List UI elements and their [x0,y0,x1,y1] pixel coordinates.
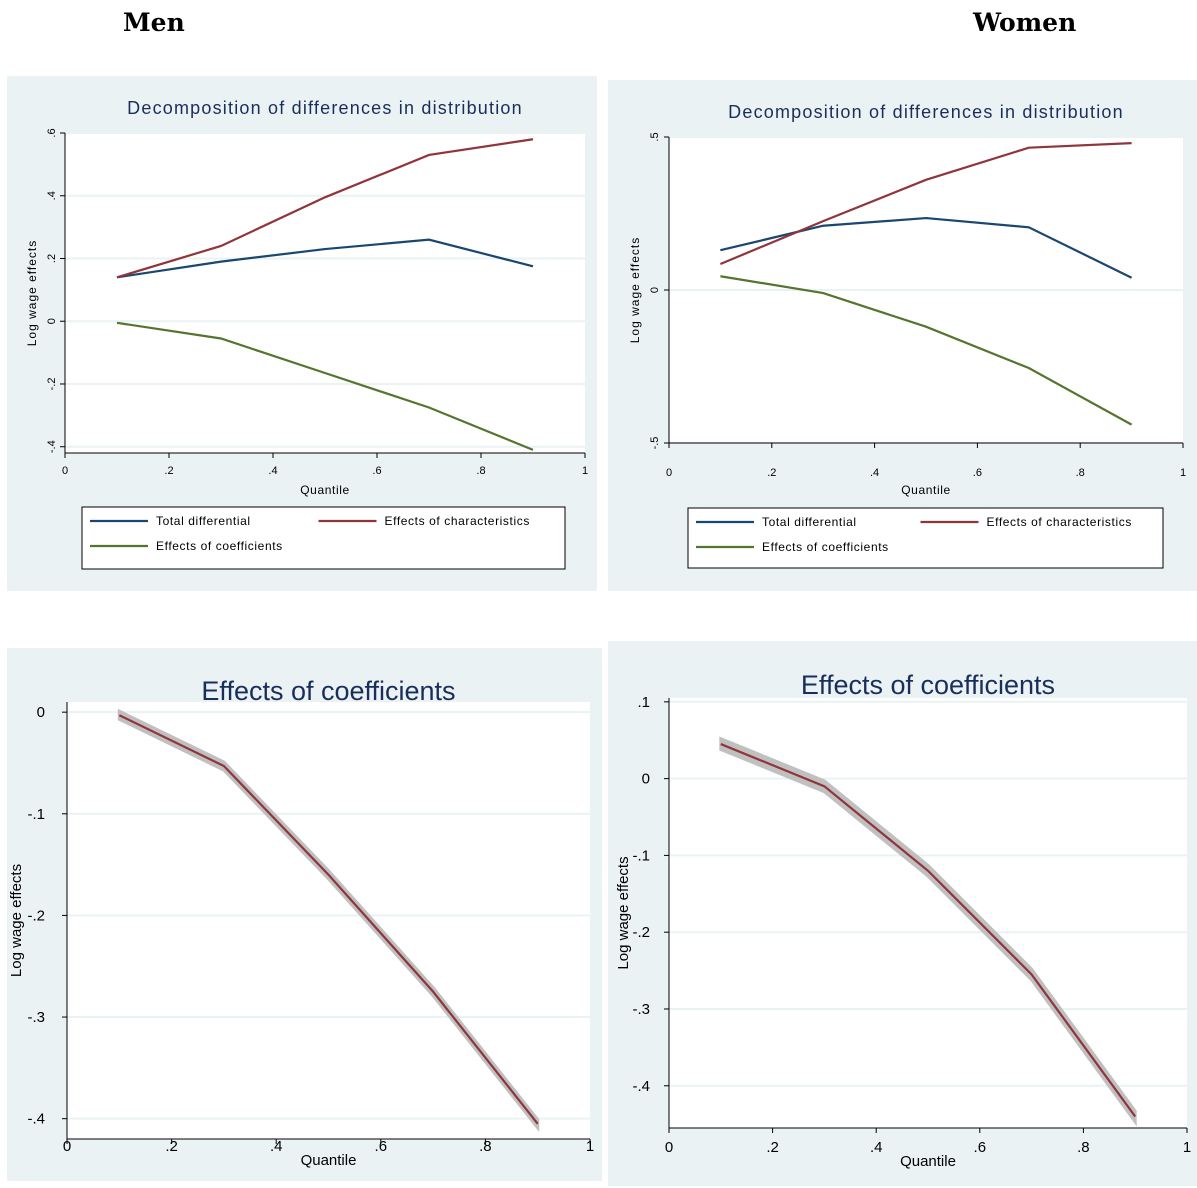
x-tick-label: .4 [870,1139,883,1156]
y-tick-label: -.2 [46,378,58,391]
legend-box [81,506,566,570]
y-tick-label: -.2 [632,924,650,941]
x-tick-label: .6 [974,1139,987,1156]
plot-area [65,133,585,453]
y-tick-label: .4 [46,191,58,200]
x-tick-label: 0 [665,1139,673,1156]
x-tick-label: .8 [1076,467,1085,479]
y-tick-label: -.3 [632,1001,650,1018]
y-tick-label: -.1 [27,806,45,823]
confidence-band [117,708,540,1133]
x-tick-label: .6 [372,465,381,477]
x-tick-label: 0 [62,465,68,477]
x-tick-label: 1 [1180,467,1186,479]
y-tick-label: -.4 [632,1078,650,1095]
legend-label: Total differential [156,514,251,528]
series-line [116,138,534,279]
y-tick-label: 0 [642,771,650,788]
y-tick-label: .1 [637,694,650,711]
series-line [720,275,1133,426]
y-tick-label: -.5 [649,437,661,450]
y-tick-label: 0 [37,704,45,721]
legend-label: Effects of characteristics [987,515,1132,529]
heading-women: Women [973,8,1077,37]
y-axis-label: Log wage effects [628,237,642,344]
legend-label: Effects of coefficients [762,540,889,554]
x-tick-label: 1 [586,1138,594,1155]
series-line [720,743,1137,1118]
x-tick-label: .6 [375,1138,388,1155]
y-tick-label: .5 [649,132,661,141]
y-axis-label: Log wage effects [8,864,25,977]
chart-title: Decomposition of differences in distribu… [127,98,523,118]
heading-men: Men [123,8,185,37]
series-line [719,142,1132,266]
x-axis-label: Quantile [300,483,350,497]
chart-title: Effects of coefficients [801,670,1055,700]
x-tick-label: .4 [268,465,277,477]
x-tick-label: .2 [164,465,173,477]
chart-title: Decomposition of differences in distribu… [728,102,1124,122]
series-line [720,216,1133,279]
x-tick-label: .4 [270,1138,283,1155]
y-tick-label: 0 [46,318,58,324]
men-decomposition-chart: -.4 -.2 0 .2 .4 .6 0 .2 .4 .6 .8 1 Decomposition of … [7,76,597,591]
x-tick-label: 0 [666,467,672,479]
series-line [116,321,534,451]
x-axis-label: Quantile [301,1152,357,1169]
series-line [118,714,539,1125]
plot-area [669,698,1187,1128]
y-tick-label: -.2 [27,907,45,924]
men-coefficients-chart: -.4 -.3 -.2 -.1 0 0 .2 .4 .6 .8 1 Effects of coeffi… [7,648,602,1181]
men-decomposition-svg: -.4 -.2 0 .2 .4 .6 0 .2 .4 .6 .8 1 Decomposition of … [7,76,597,591]
y-axis-label: Log wage effects [25,240,39,347]
chart-title: Effects of coefficients [201,676,455,706]
women-coefficients-chart: -.4 -.3 -.2 -.1 0 .1 0 .2 .4 .6 .8 1 Effects of coef… [608,641,1197,1186]
x-tick-label: .2 [766,1139,779,1156]
plot-area [67,702,590,1139]
women-coefficients-svg: -.4 -.3 -.2 -.1 0 .1 0 .2 .4 .6 .8 1 Effects of coef… [608,641,1197,1186]
y-tick-label: 0 [649,287,661,293]
y-tick-label: .2 [46,254,58,263]
x-axis-label: Quantile [900,1153,956,1170]
x-axis-label: Quantile [901,483,951,497]
x-tick-label: .8 [1077,1139,1090,1156]
x-tick-label: .8 [479,1138,492,1155]
x-tick-label: .6 [973,467,982,479]
y-tick-label: -.3 [27,1009,45,1026]
y-axis-label: Log wage effects [615,856,632,969]
legend-label: Total differential [762,515,857,529]
x-tick-label: 0 [63,1138,71,1155]
legend-box [687,507,1164,569]
confidence-band [719,736,1137,1127]
y-tick-label: -.1 [632,847,650,864]
x-tick-label: 1 [582,465,588,477]
legend-label: Effects of characteristics [385,514,530,528]
y-tick-label: .6 [46,128,58,137]
men-coefficients-svg: -.4 -.3 -.2 -.1 0 0 .2 .4 .6 .8 1 Effects of coeffi… [7,648,602,1181]
series-line [116,238,534,279]
x-tick-label: .2 [767,467,776,479]
x-tick-label: .4 [870,467,879,479]
y-tick-label: -.4 [46,440,58,453]
x-tick-label: 1 [1183,1139,1191,1156]
x-tick-label: .2 [165,1138,178,1155]
x-tick-label: .8 [476,465,485,477]
women-decomposition-chart: -.5 0 .5 0 .2 .4 .6 .8 1 Decomposition of differe… [608,80,1197,591]
women-decomposition-svg: -.5 0 .5 0 .2 .4 .6 .8 1 Decomposition of differe… [608,80,1197,591]
y-tick-label: -.4 [27,1111,45,1128]
legend-label: Effects of coefficients [156,539,283,553]
